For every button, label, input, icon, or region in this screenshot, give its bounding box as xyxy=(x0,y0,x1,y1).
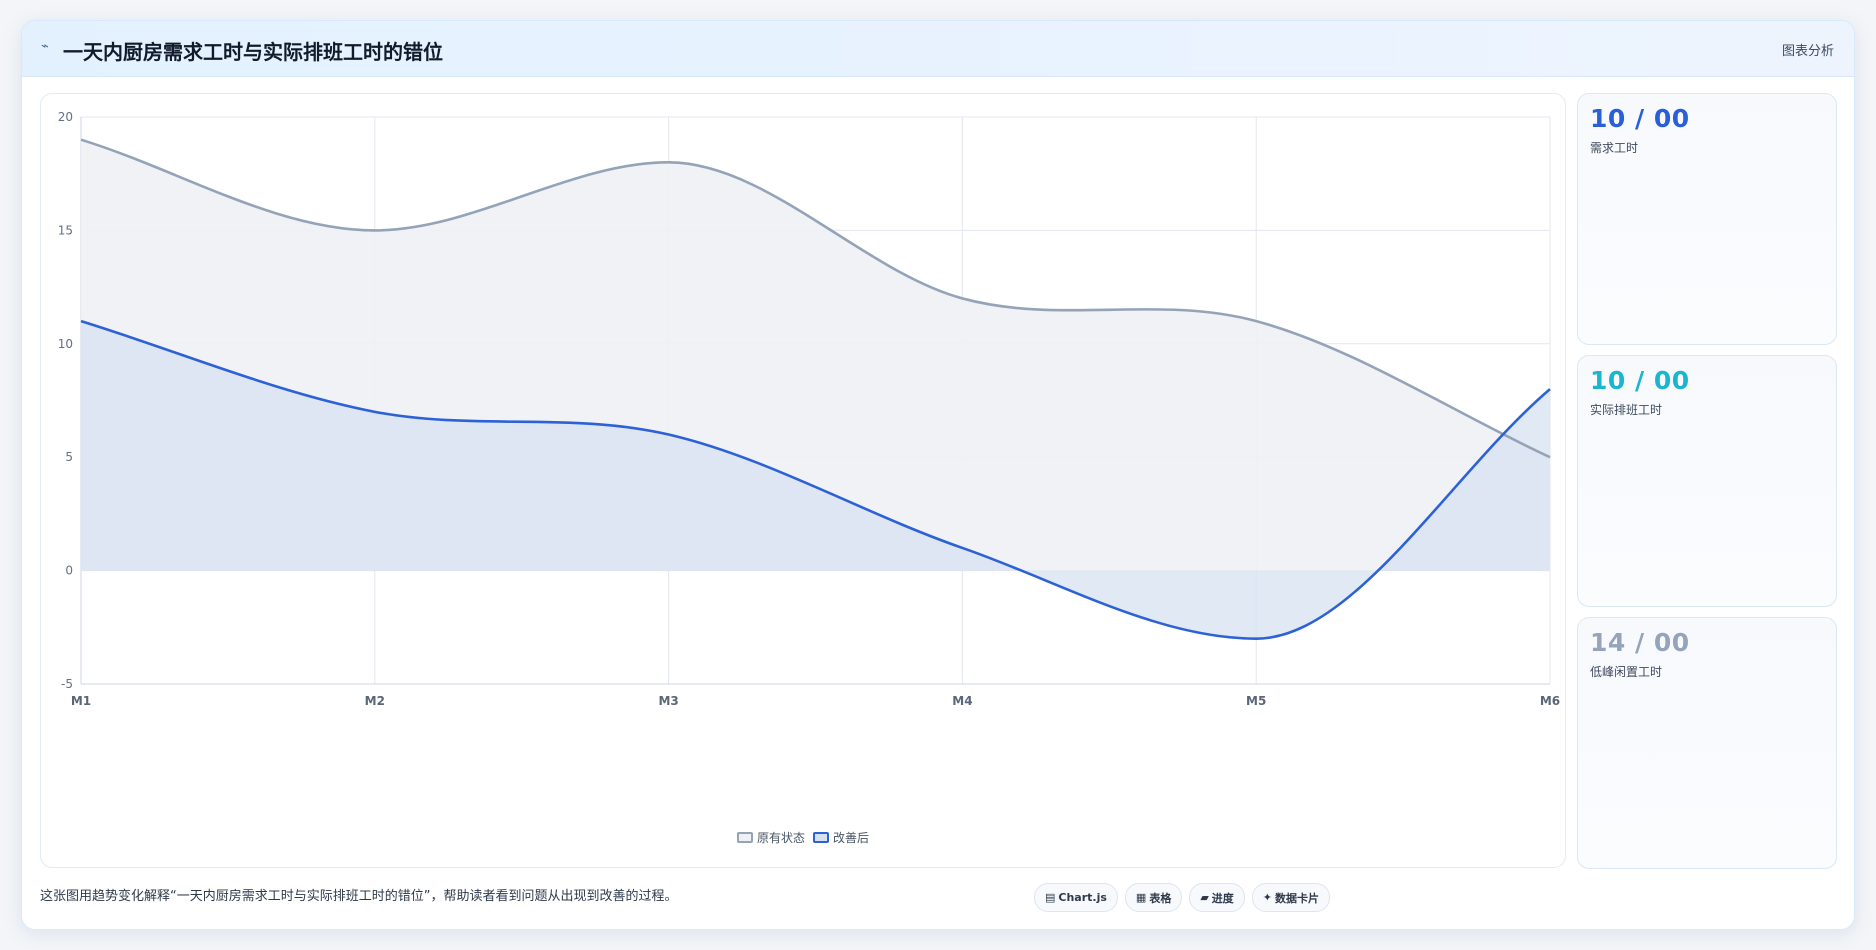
x-tick-label: M1 xyxy=(71,694,91,708)
chart-line-icon: ⌁ xyxy=(41,39,49,54)
legend-item-improved[interactable]: 改善后 xyxy=(813,829,869,846)
chart-panel: -5 0 5 10 15 20 M1 M2 M3 M4 M5 M6 原有状态 改善后 xyxy=(40,93,1566,868)
tag-list: ▤ Chart.js ▦ 表格 ▰ 进度 ✦ 数据卡片 xyxy=(1034,883,1331,912)
legend-label-original: 原有状态 xyxy=(756,831,805,845)
series-line-1 xyxy=(80,319,1551,640)
series-area-1 xyxy=(81,321,1550,639)
stat-label-scheduled: 实际排班工时 xyxy=(1590,403,1663,417)
y-tick-label: -5 xyxy=(61,677,73,691)
tag-label: 表格 xyxy=(1149,891,1172,905)
y-tick-label: 0 xyxy=(65,564,73,578)
tag-label: 数据卡片 xyxy=(1275,891,1320,905)
chart-legend: 原有状态 改善后 xyxy=(41,829,1565,846)
chart-caption: 这张图用趋势变化解释“一天内厨房需求工时与实际排班工时的错位”，帮助读者看到问题… xyxy=(40,889,678,904)
y-tick-label: 5 xyxy=(65,450,73,464)
tag-data-cards[interactable]: ✦ 数据卡片 xyxy=(1251,883,1331,912)
y-tick-label: 20 xyxy=(58,110,73,124)
legend-label-improved: 改善后 xyxy=(833,831,870,845)
series-line-0 xyxy=(80,138,1551,459)
stat-value-idle: 14 / 00 xyxy=(1590,628,1690,657)
tag-table[interactable]: ▦ 表格 xyxy=(1124,883,1183,912)
stat-card-demand: 10 / 00 需求工时 xyxy=(1577,93,1837,345)
stat-card-scheduled: 10 / 00 实际排班工时 xyxy=(1577,355,1837,607)
sparkle-icon: ✦ xyxy=(1262,891,1273,904)
stat-value-demand: 10 / 00 xyxy=(1590,104,1690,133)
tag-chartjs[interactable]: ▤ Chart.js xyxy=(1034,883,1118,912)
stat-value-scheduled: 10 / 00 xyxy=(1590,366,1690,395)
dashboard-card: ⌁ 一天内厨房需求工时与实际排班工时的错位 图表分析 -5 0 5 10 15 20 M1 M… xyxy=(21,20,1855,930)
y-tick-label: 10 xyxy=(58,337,73,351)
page-title: 一天内厨房需求工时与实际排班工时的错位 xyxy=(63,40,443,64)
tag-label: Chart.js xyxy=(1058,891,1107,904)
progress-icon: ▰ xyxy=(1200,891,1209,904)
stat-card-idle: 14 / 00 低峰闲置工时 xyxy=(1577,617,1837,869)
table-icon: ▦ xyxy=(1135,891,1147,904)
stat-label-demand: 需求工时 xyxy=(1590,141,1639,155)
chart-icon: ▤ xyxy=(1045,891,1056,904)
legend-item-original[interactable]: 原有状态 xyxy=(736,829,805,846)
x-tick-label: M3 xyxy=(658,694,678,708)
chart-analysis-link[interactable]: 图表分析 xyxy=(1781,44,1834,59)
tag-label: 进度 xyxy=(1211,891,1234,905)
y-tick-label: 15 xyxy=(58,223,73,237)
tag-progress[interactable]: ▰ 进度 xyxy=(1189,883,1245,912)
x-tick-label: M4 xyxy=(952,694,972,708)
legend-swatch-original xyxy=(736,832,753,843)
x-tick-label: M6 xyxy=(1540,694,1560,708)
stat-label-idle: 低峰闲置工时 xyxy=(1590,665,1663,679)
card-header: ⌁ 一天内厨房需求工时与实际排班工时的错位 图表分析 xyxy=(22,21,1854,77)
x-tick-label: M2 xyxy=(365,694,385,708)
x-tick-label: M5 xyxy=(1246,694,1266,708)
area-chart[interactable]: -5 0 5 10 15 20 M1 M2 M3 M4 M5 M6 xyxy=(41,94,1565,824)
legend-swatch-improved xyxy=(813,832,829,843)
